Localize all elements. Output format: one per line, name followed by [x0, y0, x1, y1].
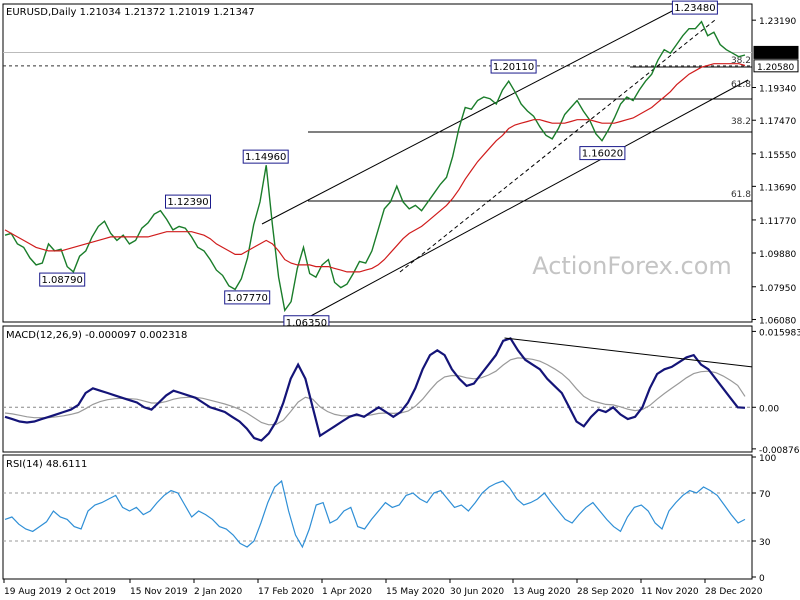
price-axis-tick-1: 1.21347 [757, 49, 794, 59]
x-axis-tick-4: 17 Feb 2020 [258, 587, 314, 597]
price-series [4, 20, 746, 313]
fib-label-1: 61.8 [731, 80, 751, 90]
callout-label-5: 1.08790 [42, 275, 83, 286]
x-axis-tick-11: 28 Dec 2020 [705, 587, 763, 597]
x-axis-tick-3: 2 Jan 2020 [194, 587, 242, 597]
callout-label-4: 1.12390 [167, 197, 208, 208]
trend-channel [261, 7, 749, 319]
callout-label-1: 1.20110 [493, 62, 534, 73]
x-axis-tick-10: 11 Nov 2020 [641, 587, 699, 597]
macd-trendline [504, 337, 753, 368]
price-axis-tick-2: 1.20580 [757, 63, 794, 73]
price-axis-tick-0: 1.23190 [759, 17, 796, 27]
price-levels [3, 52, 752, 67]
price-frame [2, 3, 753, 323]
callout-label-6: 1.07770 [227, 293, 268, 304]
callout-box-3 [242, 149, 289, 164]
callout-box-2 [579, 146, 626, 161]
moving-average-line [4, 63, 746, 273]
macd-series [4, 337, 746, 442]
rsi-axis-tick-1: 70 [759, 490, 771, 500]
rsi-frame [2, 454, 753, 580]
callout-box-6 [224, 290, 271, 305]
callout-box-0 [671, 0, 718, 15]
rsi-series [4, 479, 746, 549]
macd-axis-tick-0: 0.015983 [759, 328, 800, 338]
fib-levels: 38.2 61.8 38.2 61.8 [731, 56, 751, 200]
chart-title: EURUSD,Daily 1.21034 1.21372 1.21019 1.2… [6, 7, 255, 18]
watermark: ActionForex.com [532, 252, 732, 280]
rsi-pane: RSI(14) 48.6111 [2, 454, 753, 580]
callout-label-7: 1.06350 [286, 318, 327, 329]
x-axis-tick-0: 19 Aug 2019 [4, 587, 62, 597]
macd-label: MACD(12,26,9) -0.000097 0.002318 [6, 330, 187, 341]
price-callouts: 1.23480 1.20110 1.16020 1.14960 1.12390 1.087… [39, 0, 718, 330]
price-axis-tick-3: 1.19340 [759, 85, 796, 95]
x-axis-tick-2: 15 Nov 2019 [130, 587, 188, 597]
macd-frame [2, 325, 753, 453]
x-axis-tick-5: 1 Apr 2020 [322, 587, 372, 597]
rsi-levels [3, 492, 752, 542]
callout-label-0: 1.23480 [674, 3, 715, 14]
price-axis-tick-5: 1.15550 [759, 151, 796, 161]
price-axis-highlight-1 [753, 45, 799, 59]
price-axis: 1.23190 1.21347 1.20580 1.19340 1.17470 1.155… [752, 17, 799, 326]
macd-pane: MACD(12,26,9) -0.000097 0.002318 [2, 325, 753, 453]
price-axis-tick-9: 1.07950 [759, 284, 796, 294]
fib-label-0: 38.2 [731, 56, 751, 66]
macd-axis-tick-1: 0.00 [759, 404, 779, 414]
macd-main-line [4, 337, 746, 442]
price-line [4, 20, 746, 313]
x-axis-tick-7: 30 Jun 2020 [450, 587, 504, 597]
callout-box-4 [165, 194, 211, 209]
channel-lower-line [306, 79, 749, 319]
callout-box-1 [490, 59, 537, 74]
fib-label-2: 38.2 [731, 117, 751, 127]
price-pane: ActionForex.com 38.2 61.8 38.2 61.8 1.23480… [2, 0, 753, 330]
channel-upper-line [261, 7, 679, 225]
macd-axis-tick-2: -0.008762 [759, 446, 800, 456]
rsi-axis-tick-2: 30 [759, 538, 771, 548]
price-axis-tick-7: 1.11770 [759, 217, 796, 227]
macd-signal-line [4, 357, 746, 426]
x-axis: 19 Aug 2019 2 Oct 2019 15 Nov 2019 2 Jan 20… [3, 579, 763, 597]
channel-mid-dashed-line [399, 19, 716, 273]
rsi-axis-tick-0: 100 [759, 454, 776, 464]
x-axis-tick-8: 13 Aug 2020 [513, 587, 571, 597]
price-axis-tick-6: 1.13690 [759, 183, 796, 193]
x-axis-tick-9: 28 Sep 2020 [577, 587, 634, 597]
x-axis-tick-1: 2 Oct 2019 [66, 587, 116, 597]
price-axis-tick-8: 1.09880 [759, 250, 796, 260]
fib-horizontal-lines [308, 66, 752, 202]
callout-label-3: 1.14960 [245, 152, 286, 163]
callout-box-5 [39, 272, 86, 287]
callout-label-2: 1.16020 [582, 149, 623, 160]
price-axis-tick-10: 1.06080 [759, 316, 796, 326]
rsi-axis-tick-3: 0 [759, 574, 765, 584]
fib-label-3: 61.8 [731, 190, 751, 200]
rsi-line [4, 479, 746, 549]
macd-axis: 0.015983 0.00 -0.008762 [752, 328, 800, 456]
x-axis-tick-6: 15 May 2020 [386, 587, 445, 597]
price-axis-tick-4: 1.17470 [759, 117, 796, 127]
price-axis-highlight-2 [753, 59, 799, 73]
rsi-label: RSI(14) 48.6111 [6, 459, 87, 470]
rsi-axis: 100 70 30 0 [752, 454, 776, 584]
